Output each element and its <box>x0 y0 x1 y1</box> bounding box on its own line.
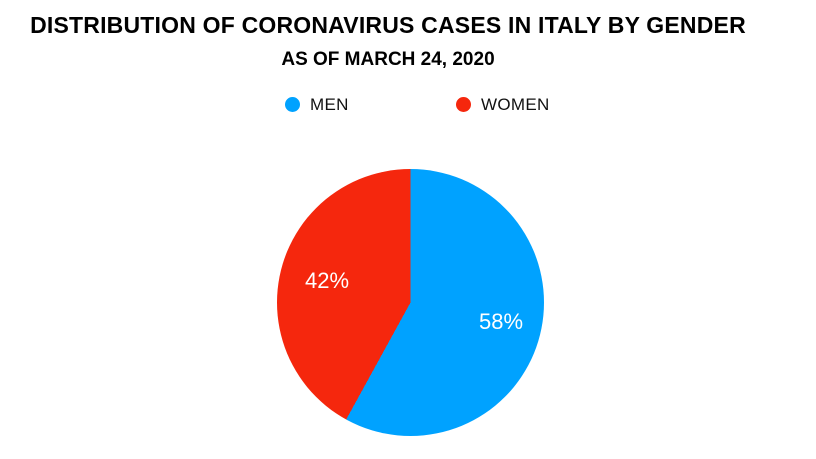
pie-slice-label-women: 42% <box>304 268 350 293</box>
pie-slice-label-men: 58% <box>478 309 524 334</box>
page-subtitle: AS OF MARCH 24, 2020 <box>281 49 495 70</box>
pie-chart <box>277 169 544 436</box>
page-title: DISTRIBUTION OF CORONAVIRUS CASES IN ITA… <box>30 12 746 38</box>
legend-dot-men-icon <box>285 97 300 112</box>
legend-item-men: MEN <box>285 95 349 114</box>
legend-dot-women-icon <box>456 97 471 112</box>
legend-label-men: MEN <box>310 94 349 114</box>
legend-label-women: WOMEN <box>481 94 550 114</box>
legend-item-women: WOMEN <box>456 95 550 114</box>
